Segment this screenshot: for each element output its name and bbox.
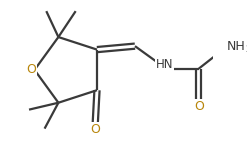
Text: NH: NH [226,40,245,53]
Text: 2: 2 [246,45,247,54]
Text: O: O [194,100,204,113]
Text: HN: HN [156,58,173,71]
Text: O: O [90,123,100,136]
Text: O: O [26,63,36,76]
